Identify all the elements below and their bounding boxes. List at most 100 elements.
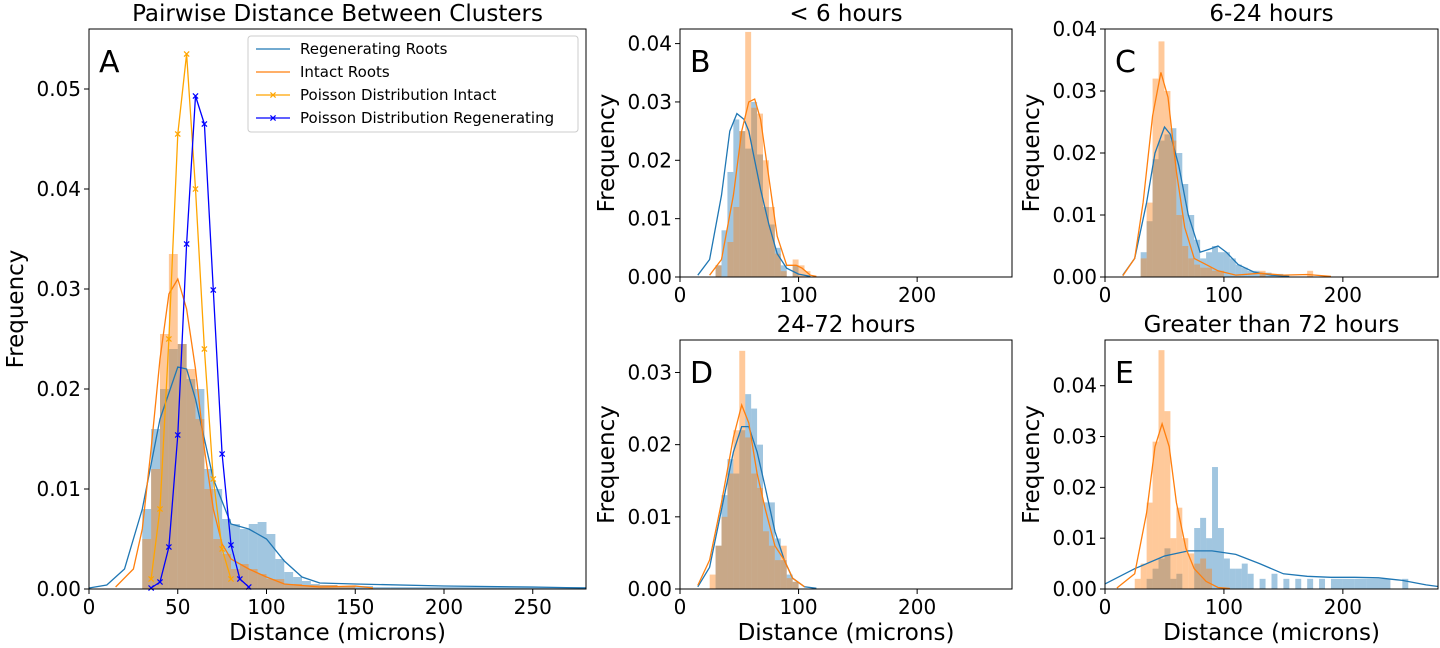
hist-bar-e-s0-b15: [1247, 573, 1254, 589]
hist-bar-d-s1-b0: [709, 574, 716, 589]
hist-bar-a-s0-b3: [168, 349, 178, 589]
x-axis-label-e: Distance (microns): [1163, 620, 1380, 646]
hist-bar-a-s0-b8: [213, 489, 223, 589]
hist-bar-c-s0-b17: [1241, 267, 1248, 277]
hist-bar-b-s1-b5: [751, 107, 758, 277]
hist-bar-e-s0-b18: [1283, 578, 1290, 589]
hist-bar-e-s0-b24: [1354, 578, 1367, 589]
kde-line-d-s1: [697, 402, 805, 588]
y-tick-label-a-4: 0.04: [36, 177, 81, 201]
hist-bar-d-s0-b12: [786, 574, 793, 589]
y-tick-label-b-1: 0.01: [627, 207, 672, 231]
hist-bar-c-s1-b6: [1176, 215, 1183, 277]
hist-bar-c-s1-b3: [1158, 41, 1165, 278]
poisson-marker-a-s3-p1: [156, 578, 164, 586]
y-tick-label-a-2: 0.02: [36, 377, 81, 401]
y-tick-label-d-3: 0.03: [627, 360, 672, 384]
legend-marker-3: [269, 114, 277, 122]
hist-bar-b-s1-b2: [733, 206, 740, 277]
poisson-marker-a-s3-p8: [219, 450, 226, 458]
hist-bar-c-s1-b8: [1188, 258, 1195, 277]
hist-bar-a-s0-b10: [231, 524, 240, 589]
legend-label-1: Intact Roots: [300, 63, 390, 81]
hist-bar-e-s0-b22: [1330, 578, 1343, 589]
hist-bar-e-s0-b0: [1146, 578, 1153, 589]
hist-bar-c-s0-b0: [1140, 252, 1147, 277]
hist-bar-e-s1-b3: [1152, 441, 1159, 589]
hist-bar-b-s1-b6: [757, 113, 763, 278]
hist-bar-a-s0-b25: [444, 587, 498, 589]
x-tick-label-a-0: 0: [83, 595, 96, 619]
x-tick-label-a-4: 200: [425, 595, 463, 619]
poisson-marker-a-s3-p0: [148, 584, 155, 592]
y-tick-label-a-1: 0.01: [36, 477, 81, 501]
hist-bar-d-s0-b1: [721, 495, 728, 589]
hist-bar-c-s0-b14: [1223, 252, 1230, 277]
panel-label-b: B: [690, 45, 711, 80]
hist-bar-b-s1-b1: [727, 241, 734, 277]
hist-bar-b-s0-b12: [792, 265, 799, 277]
kde-line-a-s0: [88, 366, 587, 589]
hist-bar-d-s0-b2: [727, 459, 734, 589]
hist-bar-d-s0-b8: [763, 502, 769, 589]
hist-bar-c-s1-b2: [1152, 78, 1159, 277]
y-tick-label-c-3: 0.03: [1052, 79, 1097, 103]
hist-bar-d-s1-b3: [727, 473, 734, 589]
y-tick-label-b-0: 0.00: [627, 265, 672, 289]
hist-bar-b-s1-b12: [798, 265, 805, 277]
poisson-marker-a-s3-p3: [174, 431, 181, 439]
hist-bar-e-s1-b9: [1188, 553, 1195, 589]
legend-box: [247, 35, 579, 133]
hist-bar-a-s1-b10: [231, 569, 240, 589]
hist-bar-e-s1-b4: [1158, 350, 1165, 589]
panel-e: 0 100 200 0.00 0.01 0.02 0.03 0.04 Greater than …: [1019, 312, 1439, 646]
hist-bar-a-s0-b24: [390, 587, 444, 589]
hist-bar-e-s0-b2: [1158, 558, 1165, 589]
x-tick-label-a-3: 150: [336, 595, 374, 619]
hist-bar-d-s1-b1: [715, 545, 722, 589]
poisson-marker-a-s3-p5: [192, 92, 199, 100]
chart-title-a: Pairwise Distance Between Clusters: [132, 1, 543, 27]
poisson-marker-a-s3-p2: [165, 543, 172, 551]
hist-bar-c-s0-b4: [1164, 134, 1171, 277]
hist-bar-a-s0-b4: [177, 344, 187, 589]
panel-b: 0 100 200 0.00 0.01 0.02 0.03 0.04 < 6 hours B Fre…: [594, 1, 1013, 307]
hist-bar-a-s1-b6: [195, 419, 205, 589]
y-tick-label-c-2: 0.02: [1052, 141, 1097, 165]
hist-bar-a-s1-b9: [222, 554, 231, 589]
hist-bar-c-s1-b10: [1200, 267, 1213, 277]
x-tick-label-a-1: 50: [165, 595, 190, 619]
kde-line-b-s0: [697, 112, 811, 278]
x-tick-label-d-1: 100: [779, 595, 817, 619]
hist-bar-a-s0-b12: [248, 524, 258, 589]
hist-bar-e-s0-b8: [1206, 538, 1213, 589]
y-axis-label-b: Frequency: [594, 94, 620, 213]
poisson-marker-a-s2-p6: [201, 345, 208, 353]
hist-bar-e-s0-b12: [1229, 568, 1236, 589]
hist-bar-b-s0-b1: [721, 230, 728, 277]
poisson-marker-a-s2-p4: [183, 50, 190, 58]
hist-bar-a-s0-b18: [302, 581, 311, 589]
hist-bar-d-s0-b3: [733, 473, 740, 589]
kde-line-e-s1: [1116, 421, 1230, 590]
hist-bar-a-s1-b0: [142, 539, 152, 589]
x-tick-label-b-2: 200: [898, 283, 936, 307]
hist-bar-e-s0-b14: [1241, 563, 1248, 589]
x-tick-label-e-1: 100: [1205, 595, 1243, 619]
hist-bar-a-s0-b26: [497, 587, 551, 589]
poisson-marker-a-s3-p6: [201, 120, 208, 128]
kde-line-e-s0: [1104, 550, 1439, 588]
hist-bar-c-s0-b1: [1146, 221, 1153, 277]
hist-bar-a-s0-b0: [142, 509, 152, 589]
panel-label-c: C: [1115, 45, 1136, 80]
hist-bar-c-s1-b0: [1140, 258, 1147, 277]
legend: Regenerating Roots Intact Roots Poisson Di…: [247, 35, 579, 133]
hist-bar-d-s0-b6: [751, 408, 758, 589]
hist-bar-a-s0-b9: [222, 519, 231, 589]
hist-bar-a-s1-b11: [239, 564, 249, 589]
poisson-marker-a-s2-p8: [219, 545, 226, 553]
hist-bar-e-s1-b11: [1200, 558, 1207, 589]
hist-bar-c-s0-b12: [1212, 246, 1218, 277]
hist-bar-e-s0-b19: [1295, 578, 1302, 589]
legend-marker-2: [269, 91, 277, 99]
